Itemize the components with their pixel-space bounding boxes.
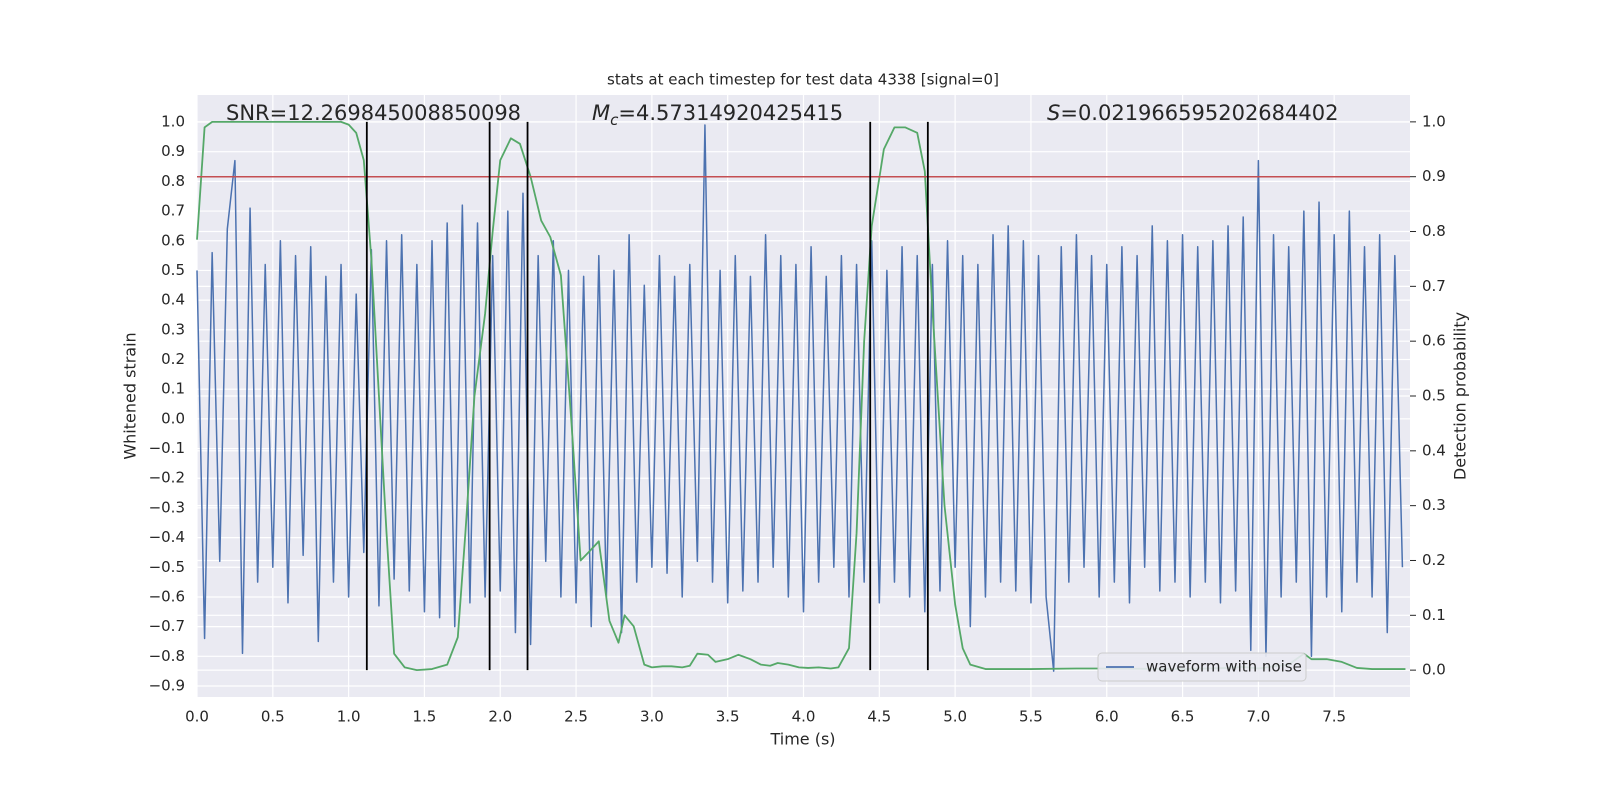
annotation: SNR=12.269845008850098 — [226, 101, 521, 125]
y2-tick-label: 0.3 — [1422, 496, 1446, 514]
waveform-line — [196, 124, 1404, 672]
annotation: Mc=4.57314920425415 — [592, 101, 843, 129]
y2-tick-label: 0.4 — [1422, 441, 1446, 459]
y2-tick-label: 0.7 — [1422, 277, 1446, 295]
probability-line — [196, 120, 1406, 672]
x-tick-label: 6.0 — [1095, 708, 1119, 726]
y2-tick-label: 0.9 — [1422, 167, 1446, 185]
x-tick-label: 3.5 — [716, 708, 740, 726]
annotation-symbol: M — [592, 101, 610, 125]
y2-tick-label: 0.2 — [1422, 551, 1446, 569]
chart-title: stats at each timestep for test data 433… — [607, 71, 999, 89]
marks — [196, 120, 1410, 672]
x-tick-label: 2.5 — [564, 708, 588, 726]
annotation-text: =4.57314920425415 — [618, 101, 843, 125]
x-tick-label: 5.5 — [1019, 708, 1043, 726]
x-tick-label: 3.0 — [640, 708, 664, 726]
y2-tick-label: 0.1 — [1422, 606, 1446, 624]
y-tick-label: −0.4 — [149, 528, 185, 546]
y-tick-label: −0.8 — [149, 647, 185, 665]
y-tick-label: −0.9 — [149, 677, 185, 695]
y-tick-label: 0.2 — [161, 350, 185, 368]
y-tick-label: 0.1 — [161, 380, 185, 398]
x-tick-label: 5.0 — [943, 708, 967, 726]
x-tick-label: 4.0 — [792, 708, 816, 726]
x-tick-label: 7.5 — [1322, 708, 1346, 726]
legend-label: waveform with noise — [1146, 658, 1302, 676]
y-axis-label: Whitened strain — [121, 332, 140, 459]
y-tick-label: 1.0 — [161, 113, 185, 131]
y-tick-label: −0.5 — [149, 558, 185, 576]
y-tick-label: −0.1 — [149, 439, 185, 457]
grid — [196, 95, 1410, 697]
annotation: S=0.021966595202684402 — [1047, 101, 1338, 125]
annotation-text: SNR=12.269845008850098 — [226, 101, 521, 125]
x-tick-label: 4.5 — [867, 708, 891, 726]
y-tick-label: −0.2 — [149, 469, 185, 487]
axes: 0.0 0.5 1.0 1.5 2.0 2.5 3.0 3.5 4.0 4.5 5.0 5.5 6.0 6… — [149, 112, 1446, 725]
annotation-text: =0.021966595202684402 — [1060, 101, 1338, 125]
y2-axis-label: Detection probability — [1451, 312, 1470, 480]
y-tick-label: 0.6 — [161, 231, 185, 249]
annotation-subscript: c — [610, 111, 619, 129]
y2-tick-label: 0.8 — [1422, 222, 1446, 240]
y-tick-label: 0.7 — [161, 202, 185, 220]
y-tick-label: 0.3 — [161, 320, 185, 338]
x-tick-label: 0.5 — [261, 708, 285, 726]
x-tick-label: 1.0 — [337, 708, 361, 726]
x-tick-label: 0.0 — [185, 708, 209, 726]
y-tick-label: 0.5 — [161, 261, 185, 279]
y2-tick-label: 0.6 — [1422, 332, 1446, 350]
y2-tick-label: 0.5 — [1422, 387, 1446, 405]
y-tick-label: 0.0 — [161, 409, 185, 427]
y-tick-label: −0.6 — [149, 587, 185, 605]
annotation-symbol: S — [1047, 101, 1060, 125]
y-tick-label: 0.4 — [161, 291, 185, 309]
x-tick-label: 7.0 — [1246, 708, 1270, 726]
y2-tick-label: 0.0 — [1422, 661, 1446, 679]
y-tick-label: 0.8 — [161, 172, 185, 190]
y-tick-label: −0.3 — [149, 498, 185, 516]
y-tick-label: 0.9 — [161, 142, 185, 160]
y2-tick-label: 1.0 — [1422, 112, 1446, 130]
x-tick-label: 1.5 — [413, 708, 437, 726]
x-tick-label: 6.5 — [1171, 708, 1195, 726]
x-tick-label: 2.0 — [488, 708, 512, 726]
legend-box — [1097, 652, 1307, 682]
x-axis-label: Time (s) — [769, 730, 835, 749]
y-tick-label: −0.7 — [149, 617, 185, 635]
